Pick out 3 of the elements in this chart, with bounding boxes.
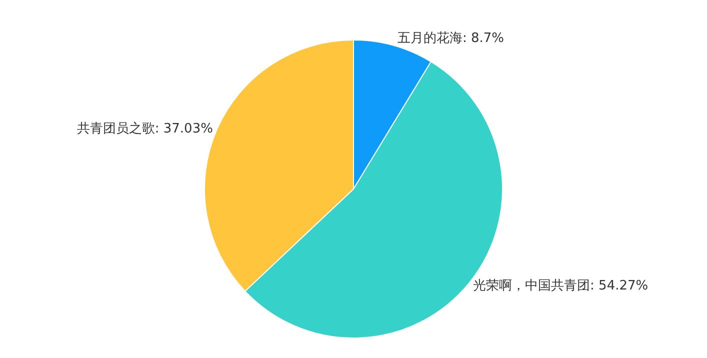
slice-label: 五月的花海: 8.7% — [397, 31, 504, 46]
slice-label: 光荣啊，中国共青团: 54.27% — [473, 278, 648, 294]
slice-label: 共青团员之歌: 37.03% — [76, 121, 213, 136]
